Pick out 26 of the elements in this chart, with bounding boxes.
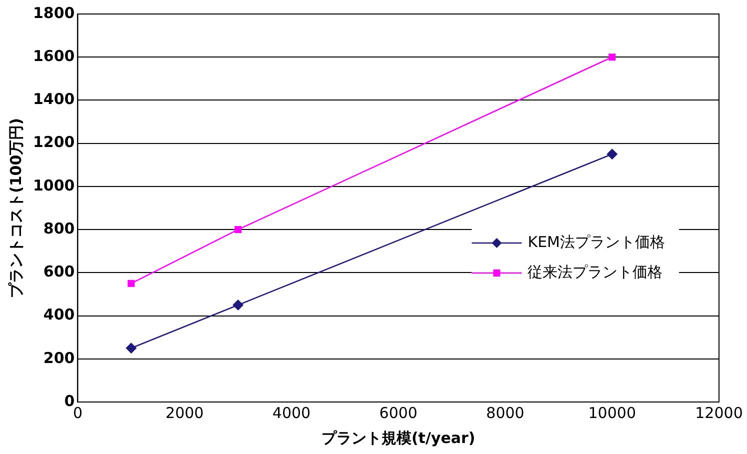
point (608, 54, 616, 61)
point (606, 148, 618, 160)
legend-label: 従来法プラント価格 (528, 262, 663, 281)
x-tick-label: 4000 (272, 404, 311, 422)
y-tick-label: 1000 (33, 176, 75, 194)
y-tick-label: 0 (64, 392, 75, 410)
y-tick-label: 200 (43, 348, 75, 367)
x-tick-label: 2000 (166, 404, 204, 422)
y-tick-label: 1200 (33, 133, 75, 152)
x-tick-label: 6000 (379, 404, 418, 422)
y-tick-label: 1600 (33, 47, 75, 65)
legend-label: KEM法プラント価格 (528, 232, 666, 251)
y-tick-label: 1800 (33, 4, 75, 22)
y-axis-title: プラントコスト(100万円) (6, 118, 25, 298)
point (234, 226, 242, 234)
x-tick-label: 12000 (695, 404, 743, 422)
y-tick-label: 400 (43, 306, 75, 324)
point (128, 280, 135, 287)
point (126, 342, 137, 354)
x-axis-title: プラント規模(t/year) (321, 428, 476, 447)
point (232, 300, 244, 310)
x-tick-label: 8000 (486, 404, 524, 422)
y-tick-label: 1400 (33, 90, 75, 108)
x-tick-label: 10000 (588, 404, 636, 422)
y-tick-label: 800 (43, 219, 75, 238)
y-tick-label: 600 (43, 262, 75, 281)
